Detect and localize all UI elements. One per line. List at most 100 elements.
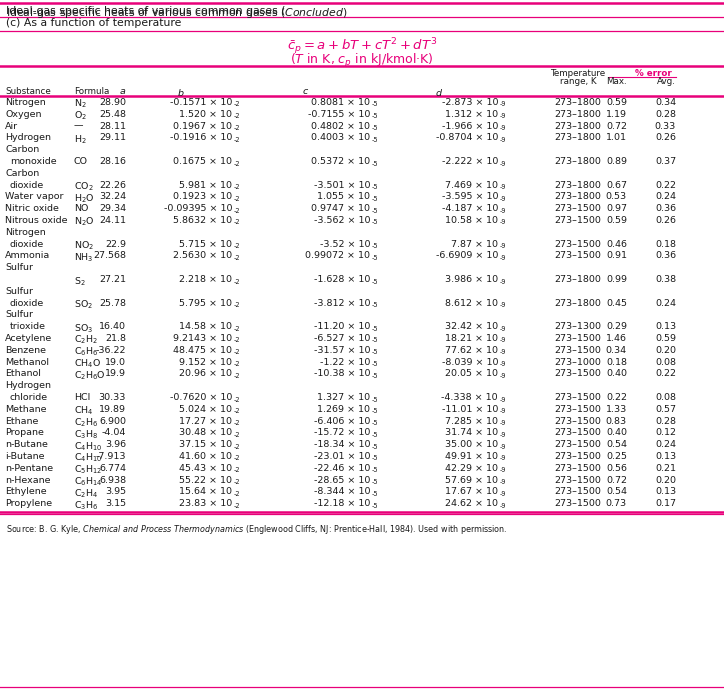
Text: -10.38 × 10: -10.38 × 10 (313, 369, 370, 378)
Text: 24.62 × 10: 24.62 × 10 (445, 499, 498, 509)
Text: 0.97: 0.97 (606, 204, 627, 213)
Text: 55.22 × 10: 55.22 × 10 (179, 475, 232, 484)
Text: 273–1000: 273–1000 (555, 357, 602, 366)
Text: 273–1500: 273–1500 (555, 346, 602, 355)
Text: C$_2$H$_6$O: C$_2$H$_6$O (74, 369, 106, 382)
Text: 273–1500: 273–1500 (555, 452, 602, 461)
Text: 1.33: 1.33 (606, 405, 627, 414)
Text: Hydrogen: Hydrogen (5, 381, 51, 391)
Text: -2: -2 (234, 125, 240, 131)
Text: -4.338 × 10: -4.338 × 10 (442, 393, 498, 402)
Text: O$_2$: O$_2$ (74, 110, 87, 122)
Text: 0.54: 0.54 (606, 440, 627, 449)
Text: Sulfur: Sulfur (5, 310, 33, 319)
Text: -2: -2 (234, 397, 240, 402)
Text: 0.57: 0.57 (655, 405, 676, 414)
Text: -2: -2 (234, 302, 240, 308)
Text: -2: -2 (234, 101, 240, 108)
Text: -9: -9 (500, 455, 507, 462)
Text: 273–1500: 273–1500 (555, 239, 602, 248)
Text: 5.715 × 10: 5.715 × 10 (179, 239, 232, 248)
Text: 30.33: 30.33 (98, 393, 126, 402)
Text: Propylene: Propylene (5, 499, 52, 509)
Text: 273–1500: 273–1500 (555, 251, 602, 260)
Text: 3.15: 3.15 (105, 499, 126, 509)
Text: Avg.: Avg. (657, 77, 676, 86)
Text: -5: -5 (372, 137, 379, 143)
Text: -2: -2 (234, 491, 240, 497)
Text: 0.99: 0.99 (606, 275, 627, 284)
Text: 0.37: 0.37 (655, 157, 676, 166)
Text: C$_4$H$_{10}$: C$_4$H$_{10}$ (74, 440, 102, 453)
Text: 5.795 × 10: 5.795 × 10 (179, 299, 232, 308)
Text: -2: -2 (234, 361, 240, 367)
Text: Oxygen: Oxygen (5, 110, 41, 119)
Text: SO$_2$: SO$_2$ (74, 299, 93, 311)
Text: 0.20: 0.20 (655, 346, 676, 355)
Text: -9: -9 (500, 397, 507, 402)
Text: -5: -5 (372, 101, 379, 108)
Text: -5: -5 (372, 397, 379, 402)
Text: % error: % error (635, 68, 672, 77)
Text: 273–1500: 273–1500 (555, 369, 602, 378)
Text: -2: -2 (234, 503, 240, 509)
Text: 14.58 × 10: 14.58 × 10 (179, 322, 232, 331)
Text: CH$_4$: CH$_4$ (74, 405, 93, 417)
Text: -5: -5 (372, 491, 379, 497)
Text: 48.475 × 10: 48.475 × 10 (173, 346, 232, 355)
Text: 17.27 × 10: 17.27 × 10 (179, 417, 232, 426)
Text: 273–1500: 273–1500 (555, 428, 602, 437)
Text: -9: -9 (500, 161, 507, 166)
Text: 37.15 × 10: 37.15 × 10 (179, 440, 232, 449)
Text: C$_6$H$_6$: C$_6$H$_6$ (74, 346, 98, 358)
Text: 0.8081 × 10: 0.8081 × 10 (311, 98, 370, 107)
Text: 28.11: 28.11 (99, 121, 126, 130)
Text: -2: -2 (234, 255, 240, 261)
Text: 3.96: 3.96 (105, 440, 126, 449)
Text: N$_2$O: N$_2$O (74, 216, 95, 228)
Text: -9: -9 (500, 491, 507, 497)
Text: 0.56: 0.56 (606, 464, 627, 473)
Text: 0.28: 0.28 (655, 110, 676, 119)
Text: SO$_3$: SO$_3$ (74, 322, 93, 335)
Text: -6.6909 × 10: -6.6909 × 10 (436, 251, 498, 260)
Text: Temperature: Temperature (550, 68, 605, 77)
Text: -9: -9 (500, 125, 507, 131)
Text: dioxide: dioxide (10, 299, 44, 308)
Text: 2.5630 × 10: 2.5630 × 10 (173, 251, 232, 260)
Text: 21.8: 21.8 (105, 334, 126, 343)
Text: 0.24: 0.24 (655, 440, 676, 449)
Text: -5: -5 (372, 373, 379, 379)
Text: 0.73: 0.73 (606, 499, 627, 509)
Text: -3.595 × 10: -3.595 × 10 (442, 193, 498, 201)
Text: -9: -9 (500, 408, 507, 414)
Text: -9: -9 (500, 101, 507, 108)
Text: 0.25: 0.25 (606, 452, 627, 461)
Text: -5: -5 (372, 444, 379, 450)
Text: 27.21: 27.21 (99, 275, 126, 284)
Text: -5: -5 (372, 455, 379, 462)
Text: 0.59: 0.59 (606, 98, 627, 107)
Text: 7.469 × 10: 7.469 × 10 (445, 181, 498, 190)
Text: 273–1500: 273–1500 (555, 487, 602, 496)
Text: -2: -2 (234, 161, 240, 166)
Text: 1.19: 1.19 (606, 110, 627, 119)
Text: -23.01 × 10: -23.01 × 10 (313, 452, 370, 461)
Text: -2.222 × 10: -2.222 × 10 (442, 157, 498, 166)
Text: -9: -9 (500, 184, 507, 190)
Text: -2: -2 (234, 479, 240, 485)
Text: n-Hexane: n-Hexane (5, 475, 51, 484)
Text: 25.78: 25.78 (99, 299, 126, 308)
Text: -5: -5 (372, 420, 379, 426)
Text: -9: -9 (500, 432, 507, 438)
Text: C$_2$H$_4$: C$_2$H$_4$ (74, 487, 98, 500)
Text: Nitric oxide: Nitric oxide (5, 204, 59, 213)
Text: 273–1800: 273–1800 (555, 275, 602, 284)
Text: H$_2$O: H$_2$O (74, 193, 95, 205)
Text: 25.48: 25.48 (99, 110, 126, 119)
Text: 0.24: 0.24 (655, 193, 676, 201)
Text: -2: -2 (234, 467, 240, 473)
Text: -9: -9 (500, 349, 507, 355)
Text: -9: -9 (500, 219, 507, 226)
Text: 6.938: 6.938 (99, 475, 126, 484)
